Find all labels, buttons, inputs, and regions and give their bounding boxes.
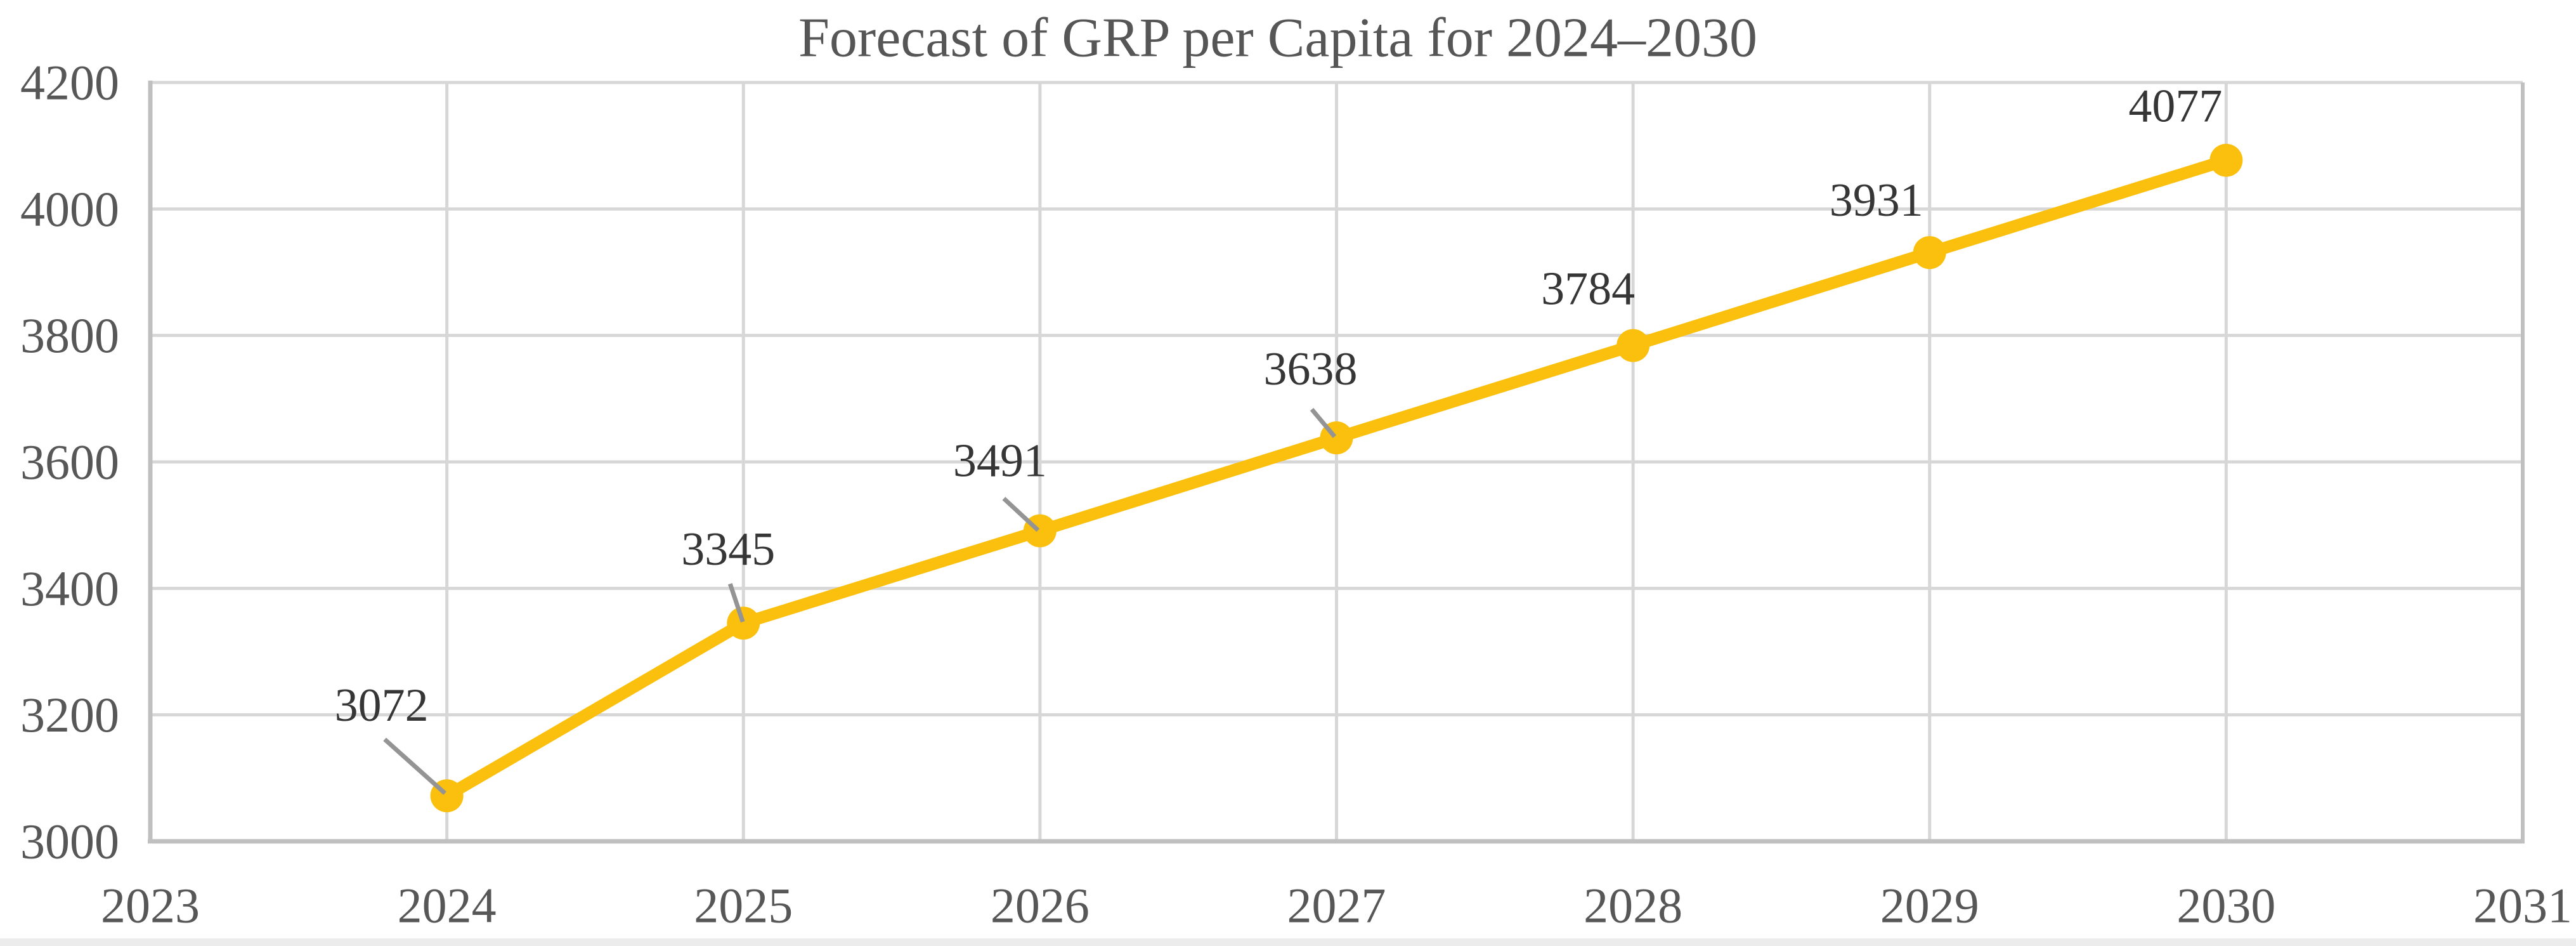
leader-line-2024 xyxy=(383,737,446,795)
x-tick-label-2027: 2027 xyxy=(1287,878,1386,933)
y-tick-label-3200: 3200 xyxy=(20,687,119,742)
data-label-2030: 4077 xyxy=(2128,81,2222,133)
data-label-2028: 3784 xyxy=(1541,263,1635,315)
leader-line-2026 xyxy=(1002,497,1040,532)
axis-lines xyxy=(148,81,2525,844)
x-tick-label-2024: 2024 xyxy=(398,878,497,933)
x-tick-label-2031: 2031 xyxy=(2473,878,2572,933)
data-point-marker-2025 xyxy=(727,607,760,640)
data-point-marker-2029 xyxy=(1913,236,1946,270)
data-label-2027: 3638 xyxy=(1264,343,1358,395)
y-tick-label-3600: 3600 xyxy=(20,435,119,490)
data-label-2025: 3345 xyxy=(681,523,775,575)
axis-tick-labels: 4200 4000 3800 3600 3400 3200 3000 2023 2024 2025… xyxy=(20,55,2572,933)
data-label-2026: 3491 xyxy=(953,435,1047,487)
leader-line-2025 xyxy=(727,583,745,623)
y-tick-label-3800: 3800 xyxy=(20,308,119,363)
leader-line-2027 xyxy=(1310,407,1337,438)
gridlines xyxy=(150,81,2525,841)
data-point-marker-2028 xyxy=(1617,329,1650,362)
bottom-edge-strip xyxy=(0,938,2576,946)
x-tick-label-2026: 2026 xyxy=(991,878,1090,933)
y-tick-label-3400: 3400 xyxy=(20,561,119,616)
y-tick-label-4000: 4000 xyxy=(20,181,119,237)
x-tick-label-2029: 2029 xyxy=(1880,878,1979,933)
y-tick-label-3000: 3000 xyxy=(20,814,119,869)
y-tick-label-4200: 4200 xyxy=(20,55,119,110)
x-tick-label-2023: 2023 xyxy=(101,878,200,933)
x-tick-label-2025: 2025 xyxy=(694,878,793,933)
data-label-2029: 3931 xyxy=(1830,174,1923,227)
x-tick-label-2028: 2028 xyxy=(1584,878,1682,933)
x-tick-label-2030: 2030 xyxy=(2176,878,2275,933)
data-labels: 3072 3345 3491 3638 3784 3931 4077 xyxy=(335,81,2223,732)
data-point-marker-2030 xyxy=(2209,143,2243,177)
chart-title: Forecast of GRP per Capita for 2024–2030 xyxy=(798,8,1757,69)
data-label-leader-lines xyxy=(383,407,1337,795)
data-label-2024: 3072 xyxy=(335,680,429,732)
